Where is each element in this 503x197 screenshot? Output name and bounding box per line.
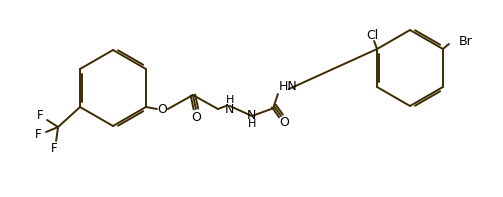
Text: H: H (247, 119, 256, 129)
Text: O: O (279, 115, 289, 128)
Text: HN: HN (279, 80, 298, 93)
Text: F: F (51, 142, 57, 155)
Text: Cl: Cl (366, 29, 378, 42)
Text: N: N (225, 102, 234, 115)
Text: H: H (226, 95, 234, 105)
Text: N: N (247, 109, 257, 122)
Text: O: O (157, 102, 167, 115)
Text: F: F (37, 109, 43, 122)
Text: O: O (191, 111, 201, 124)
Text: F: F (35, 128, 41, 141)
Text: Br: Br (459, 34, 473, 47)
